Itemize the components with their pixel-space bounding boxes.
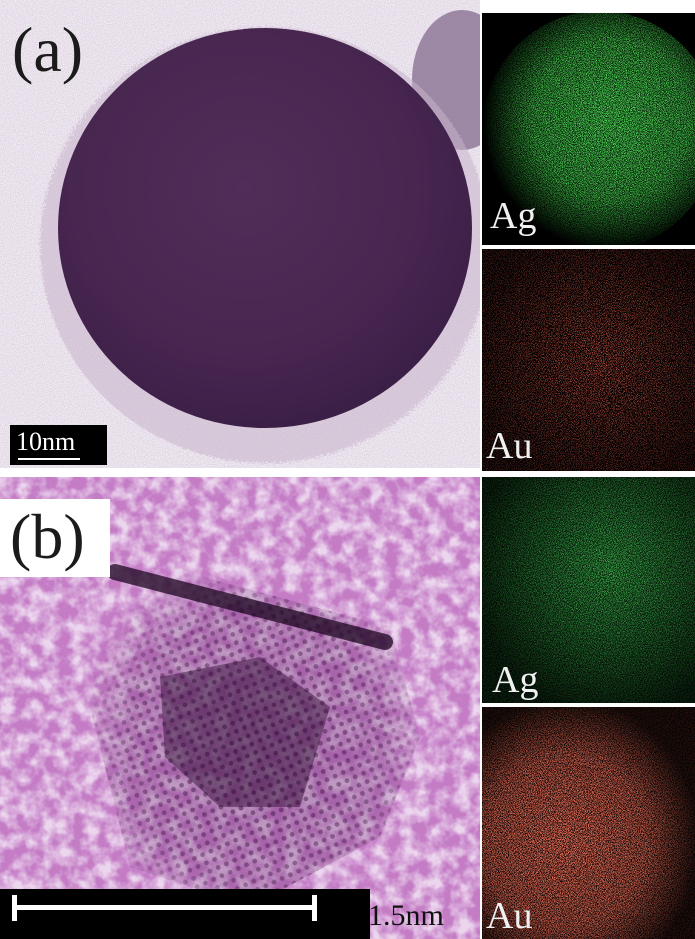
panel-b-label-box: (b) xyxy=(0,499,110,577)
panel-b-ag-map-graphic xyxy=(482,477,695,703)
panel-a-scale-bar-line xyxy=(18,458,80,460)
panel-a-scale-bar: 10nm xyxy=(10,425,107,465)
panel-b-ag-map-label: Ag xyxy=(492,659,539,701)
panel-a-au-map-label: Au xyxy=(486,425,533,467)
panel-a-ag-map-graphic xyxy=(482,13,695,245)
panel-b-scale-bar-line xyxy=(12,905,317,910)
panel-b-ag-map: Ag xyxy=(482,477,695,703)
panel-b-hrtem-image: (b) 1.5nm xyxy=(0,477,480,939)
panel-a-scale-bar-label: 10nm xyxy=(16,427,76,456)
panel-b-scale-bar-label: 1.5nm xyxy=(368,899,444,932)
panel-b-au-map-label: Au xyxy=(486,895,533,937)
panel-a-ag-map-label: Ag xyxy=(490,195,537,237)
panel-b-scale-bar-tick-right xyxy=(312,895,317,921)
panel-b-scale-bar-tick-left xyxy=(12,895,17,921)
panel-a-ag-map: Ag xyxy=(482,13,695,245)
panel-a-tem-image: (a) 10nm xyxy=(0,0,480,468)
panel-a-label: (a) xyxy=(12,14,84,85)
panel-b-au-map-graphic xyxy=(482,707,695,939)
panel-a-au-map: Au xyxy=(482,249,695,471)
panel-b-au-map: Au xyxy=(482,707,695,939)
panel-a-au-map-graphic xyxy=(482,249,695,471)
panel-b-label: (b) xyxy=(10,501,85,572)
panel-a-tem-image-graphic xyxy=(0,0,480,468)
